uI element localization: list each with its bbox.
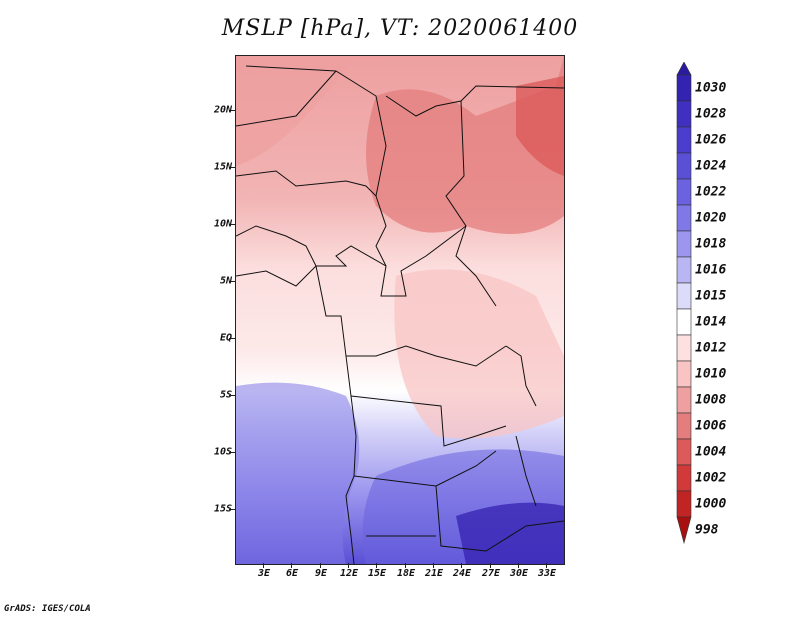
lon-tick — [405, 563, 406, 568]
colorbar-cell — [676, 412, 692, 440]
lat-label: 5S — [219, 389, 232, 401]
lat-tick — [229, 224, 235, 225]
lat-tick — [229, 395, 235, 396]
lat-label: 15N — [213, 161, 232, 173]
footer-credit: GrADS: IGES/COLA — [4, 604, 91, 614]
colorbar-label: 1015 — [695, 288, 727, 304]
lon-tick — [348, 563, 349, 568]
lon-label: 18E — [396, 568, 416, 579]
colorbar-cell — [676, 438, 692, 466]
lon-label: 15E — [367, 568, 387, 579]
colorbar-label: 1000 — [695, 496, 727, 512]
colorbar-label: 1012 — [695, 340, 727, 356]
colorbar-cell — [676, 386, 692, 414]
lat-tick — [229, 452, 235, 453]
lon-label: 27E — [481, 568, 501, 579]
colorbar-cell — [676, 152, 692, 180]
lon-tick — [433, 563, 434, 568]
colorbar-label: 1020 — [695, 210, 727, 226]
colorbar-label: 1014 — [695, 314, 727, 330]
colorbar — [676, 62, 692, 545]
colorbar-cell — [676, 204, 692, 232]
lon-label: 6E — [285, 568, 299, 579]
lat-label: EQ — [219, 332, 232, 344]
colorbar-label: 1024 — [695, 158, 727, 174]
colorbar-cell — [676, 334, 692, 362]
colorbar-label: 1010 — [695, 366, 727, 382]
lat-label: 5N — [219, 275, 232, 287]
lon-tick — [490, 563, 491, 568]
lon-tick — [263, 563, 264, 568]
colorbar-cell — [676, 126, 692, 154]
colorbar-cell — [676, 308, 692, 336]
lon-label: 12E — [339, 568, 359, 579]
colorbar-label: 1026 — [695, 132, 727, 148]
lat-tick — [229, 509, 235, 510]
lon-label: 24E — [452, 568, 472, 579]
colorbar-cell — [676, 178, 692, 206]
colorbar-label: 1008 — [695, 392, 727, 408]
lon-tick — [376, 563, 377, 568]
colorbar-cell — [676, 256, 692, 284]
lat-label: 10N — [213, 218, 232, 230]
colorbar-label: 1022 — [695, 184, 727, 200]
colorbar-label: 998 — [695, 522, 719, 538]
lon-tick — [546, 563, 547, 568]
lat-label: 10S — [213, 446, 232, 458]
lon-label: 3E — [257, 568, 271, 579]
lat-tick — [229, 281, 235, 282]
colorbar-cell — [676, 282, 692, 310]
colorbar-label: 1030 — [695, 80, 727, 96]
lon-tick — [320, 563, 321, 568]
colorbar-cell — [676, 100, 692, 128]
colorbar-cell — [676, 464, 692, 492]
lat-label: 20N — [213, 104, 232, 116]
colorbar-cell — [676, 62, 692, 76]
lon-label: 30E — [509, 568, 529, 579]
colorbar-cell — [676, 230, 692, 258]
colorbar-cell — [676, 490, 692, 518]
lon-tick — [461, 563, 462, 568]
lon-label: 21E — [424, 568, 444, 579]
lon-tick — [518, 563, 519, 568]
lon-label: 9E — [314, 568, 328, 579]
lat-label: 15S — [213, 503, 232, 515]
lat-tick — [229, 110, 235, 111]
colorbar-label: 1016 — [695, 262, 727, 278]
lon-tick — [291, 563, 292, 568]
lat-tick — [229, 338, 235, 339]
colorbar-label: 1004 — [695, 444, 727, 460]
colorbar-label: 1006 — [695, 418, 727, 434]
colorbar-label: 1028 — [695, 106, 727, 122]
lon-label: 33E — [537, 568, 557, 579]
lat-tick — [229, 167, 235, 168]
pressure-field — [236, 56, 564, 564]
pressure-map — [235, 55, 565, 565]
colorbar-cell — [676, 516, 692, 545]
colorbar-label: 1002 — [695, 470, 727, 486]
colorbar-cell — [676, 360, 692, 388]
colorbar-label: 1018 — [695, 236, 727, 252]
chart-title: MSLP [hPa], VT: 2020061400 — [221, 16, 579, 41]
colorbar-cell — [676, 74, 692, 102]
